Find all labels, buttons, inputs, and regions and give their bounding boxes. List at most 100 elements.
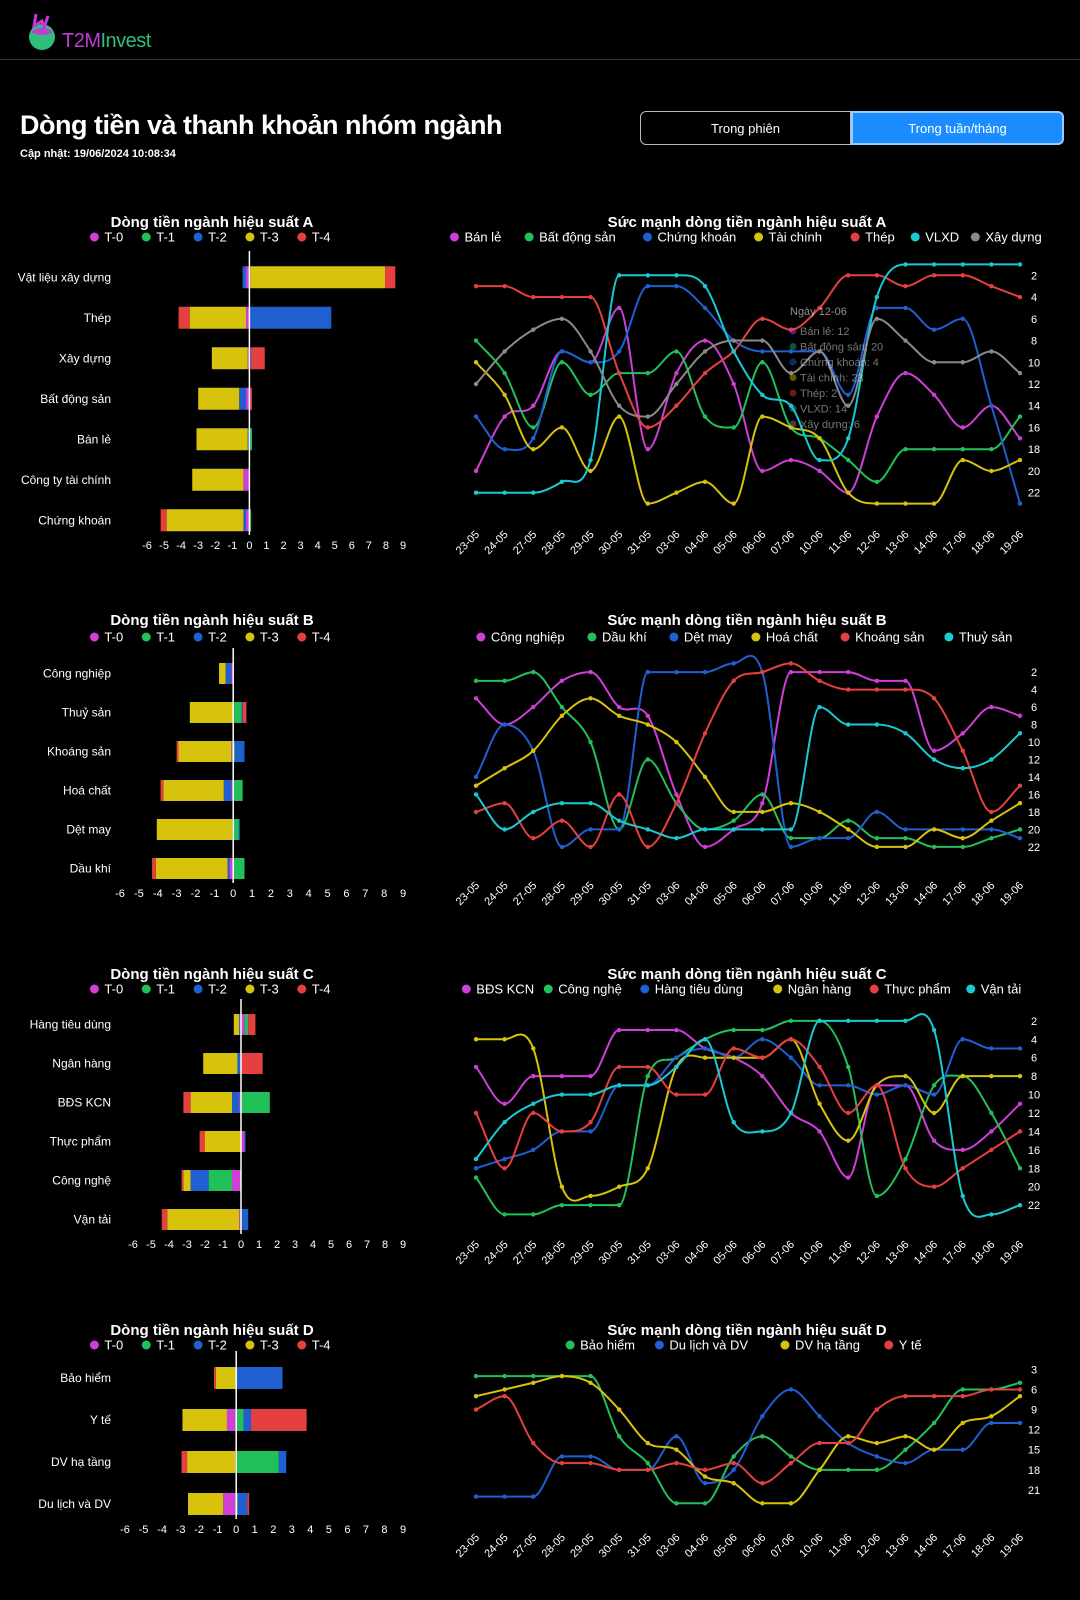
point-ngan-hang <box>960 1073 965 1079</box>
bar-dau-khi-t-3 <box>155 858 228 879</box>
bar-dau-khi-t-1 <box>233 858 245 879</box>
point-ban-le <box>817 468 822 474</box>
x-tick-label: -1 <box>213 1524 223 1536</box>
point-bds-kcn <box>588 1073 593 1079</box>
point-det-may <box>1017 835 1023 841</box>
bar-ban-le-t-2 <box>247 428 250 451</box>
tab-week-month[interactable]: Trong tuần/tháng <box>851 111 1064 145</box>
chart-title: Dòng tiền ngành hiệu suất B <box>110 612 313 629</box>
x-tick-label: 06-06 <box>740 1239 768 1267</box>
x-tick-label: 28-05 <box>540 1532 568 1560</box>
point-thuc-pham <box>817 1064 822 1070</box>
point-vlxd <box>989 262 994 267</box>
y-tick-label: 4 <box>1031 292 1037 304</box>
x-tick-label: 24-05 <box>482 880 510 908</box>
legend-marker <box>970 232 980 242</box>
point-hoa-chat <box>674 739 679 745</box>
series-line-ban-le <box>475 306 1021 494</box>
point-ban-le <box>931 392 937 398</box>
legend-marker <box>193 1340 203 1350</box>
point-bds-kcn <box>1017 1101 1023 1106</box>
point-bat-dong-san <box>846 457 851 463</box>
category-label: Vận tải <box>74 1213 111 1227</box>
point-bds-kcn <box>989 1129 994 1134</box>
point-y-te <box>616 1467 622 1473</box>
y-tick-label: 9 <box>1031 1405 1037 1417</box>
legend-marker <box>565 1340 575 1350</box>
bar-thuc-pham-t-0 <box>241 1131 245 1152</box>
point-dau-khi <box>846 818 851 823</box>
point-hang-tieu-dung <box>588 1129 593 1134</box>
y-tick-label: 6 <box>1031 314 1037 326</box>
point-van-tai <box>846 1018 851 1024</box>
point-thep <box>817 305 822 311</box>
series-line-bao-hiem <box>475 1375 1021 1505</box>
point-bat-dong-san <box>473 338 479 343</box>
bar-hang-tieu-dung-t-1 <box>244 1014 249 1035</box>
point-van-tai <box>473 1156 479 1162</box>
point-hoa-chat <box>788 800 794 806</box>
x-tick-label: 27-05 <box>511 880 539 908</box>
point-y-te <box>674 1460 679 1466</box>
point-dau-khi <box>903 835 908 841</box>
legend-label: T-4 <box>312 982 331 997</box>
point-tai-chinh <box>760 414 765 419</box>
x-tick-label: 23-05 <box>454 880 482 908</box>
x-tick-label: 17-06 <box>940 880 968 908</box>
point-tai-chinh <box>559 425 565 430</box>
point-bat-dong-san <box>674 349 679 354</box>
legend-marker <box>141 1340 151 1350</box>
x-tick-label: 6 <box>344 1524 350 1536</box>
point-dv-ha-tang <box>1017 1393 1023 1399</box>
x-tick-label: 1 <box>263 540 269 552</box>
bar-vat-lieu-xay-dung-t-4 <box>385 266 396 289</box>
x-tick-label: -4 <box>157 1524 167 1536</box>
point-van-tai <box>502 1120 507 1125</box>
legend-label: T-0 <box>104 982 123 997</box>
point-thep <box>674 403 679 408</box>
point-khoang-san <box>989 809 994 815</box>
point-khoang-san <box>846 687 851 692</box>
point-bat-dong-san <box>760 360 765 365</box>
series-line-cong-nghe <box>475 1019 1021 1216</box>
point-tai-chinh <box>588 468 593 474</box>
bar-vat-lieu-xay-dung-t-0 <box>245 266 250 289</box>
point-y-te <box>846 1440 851 1446</box>
point-dau-khi <box>874 835 880 841</box>
legend-marker <box>141 984 151 994</box>
point-hoa-chat <box>502 766 507 771</box>
x-tick-label: 19-06 <box>998 1239 1026 1267</box>
point-cong-nghe <box>846 1064 851 1070</box>
legend-marker <box>449 232 459 242</box>
tab-intraday[interactable]: Trong phiên <box>640 111 851 145</box>
x-tick-label: 23-05 <box>454 529 482 557</box>
x-tick-label: 11-06 <box>827 1532 855 1560</box>
point-xay-dung <box>702 349 708 354</box>
point-vlxd <box>903 262 908 267</box>
point-xay-dung <box>616 403 622 408</box>
bar-thuy-san-t-1 <box>234 702 242 723</box>
y-tick-label: 22 <box>1028 488 1040 500</box>
x-tick-label: 1 <box>256 1239 262 1251</box>
series-line-ngan-hang <box>475 1033 1020 1202</box>
point-xay-dung <box>531 327 536 332</box>
point-du-lich-va-dv <box>502 1494 507 1499</box>
x-tick-label: 9 <box>400 540 406 552</box>
point-det-may <box>559 844 565 850</box>
point-van-tai <box>788 1110 794 1116</box>
x-tick-label: 2 <box>280 540 286 552</box>
legend-label: Công nghệ <box>558 982 622 997</box>
category-label: Du lịch và DV <box>38 1497 111 1511</box>
point-ban-le <box>473 468 479 474</box>
x-tick-label: 04-06 <box>683 529 711 557</box>
point-bds-kcn <box>760 1073 765 1079</box>
point-ban-le <box>645 447 650 452</box>
point-dau-khi <box>788 835 794 841</box>
point-thuy-san <box>674 835 679 841</box>
x-tick-label: 28-05 <box>540 880 568 908</box>
point-vlxd <box>731 349 736 354</box>
y-tick-label: 20 <box>1028 1182 1040 1194</box>
y-tick-label: 3 <box>1031 1364 1037 1376</box>
x-tick-label: 2 <box>270 1524 276 1536</box>
point-chung-khoan <box>788 349 794 354</box>
